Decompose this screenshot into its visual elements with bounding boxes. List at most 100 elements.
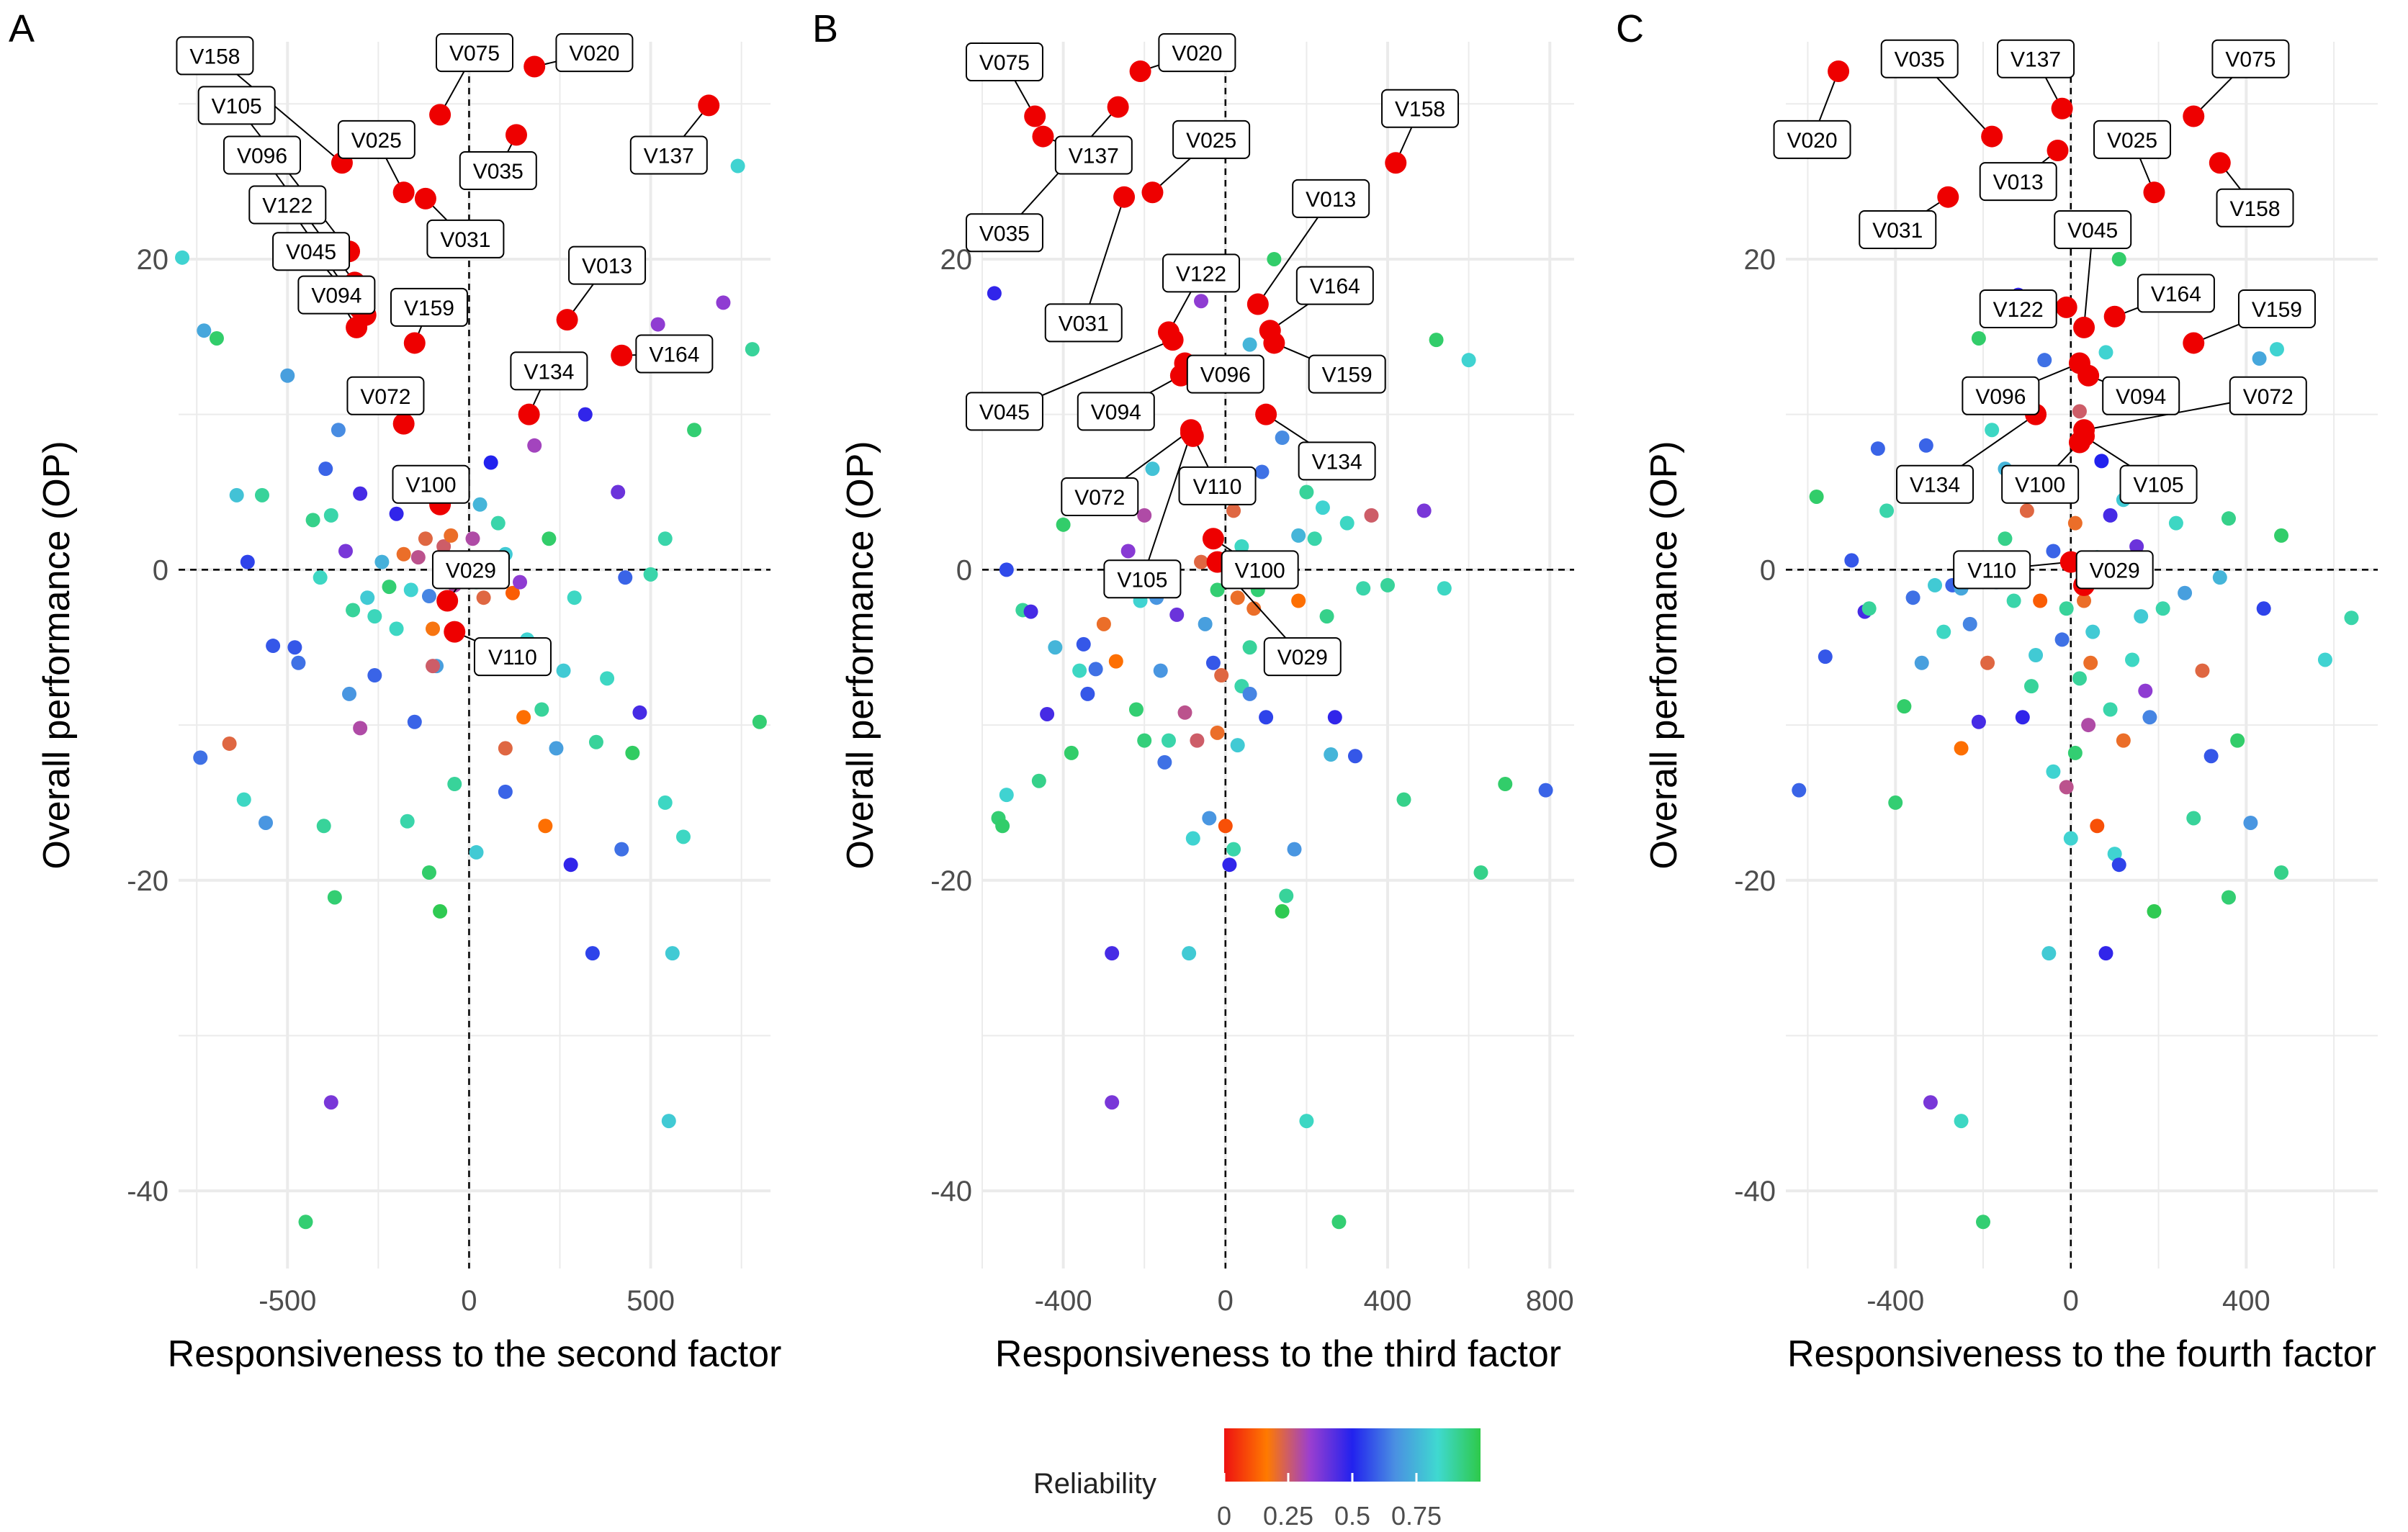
panel-b-point-label: V013 <box>1306 188 1356 212</box>
panel-b-x-axis-title: Responsiveness to the third factor <box>995 1333 1561 1375</box>
panel-a-data-point <box>542 531 557 546</box>
panel-a-data-point <box>632 705 647 720</box>
panel-b-data-point <box>1222 857 1237 873</box>
panel-b-x-tick-label: 0 <box>1218 1285 1234 1317</box>
panel-b-x-tick-label: -400 <box>1035 1285 1092 1317</box>
panel-b-data-point <box>1108 654 1123 669</box>
panel-b-data-point <box>1275 904 1290 919</box>
panel-a-data-point <box>421 865 436 880</box>
panel-a-data-point <box>588 734 603 749</box>
panel-c-data-point <box>1985 423 2000 438</box>
panel-c-data-point <box>2274 865 2289 880</box>
panel-a-point-label: V122 <box>262 194 313 217</box>
panel-c-data-point <box>2243 815 2258 830</box>
panel-a-point-label: V100 <box>405 474 456 497</box>
panel-a-data-point <box>465 531 480 546</box>
panel-c-label-box <box>1979 289 2057 328</box>
panel-c-data-point <box>2269 342 2284 357</box>
panel-a-data-point <box>382 580 397 595</box>
panel-c-data-point <box>2116 733 2131 748</box>
panel-c-label-box <box>2001 464 2080 504</box>
panel-a-data-point <box>469 844 484 860</box>
panel-a-highlight-point <box>403 332 426 354</box>
panel-c-data-point <box>2098 946 2113 961</box>
panel-a: A -500 0 500 20 0 -20 -40 Responsiveness to the … <box>9 7 781 1375</box>
panel-a-letter: A <box>9 7 35 50</box>
panel-a-data-point <box>175 250 190 265</box>
panel-b-highlight-point <box>1162 329 1184 351</box>
panel-a-data-point <box>367 668 382 683</box>
panel-c-highlight-point <box>2051 97 2073 120</box>
panel-b-point-label: V031 <box>1059 312 1109 335</box>
panel-c-data-point <box>2054 632 2070 647</box>
panel-a-data-point <box>447 777 462 792</box>
panel-c-letter: C <box>1616 7 1644 50</box>
panel-c-data-point <box>1923 1095 1938 1110</box>
panel-c-label-box <box>2216 188 2294 227</box>
panel-b-data-point <box>1267 251 1282 266</box>
panel-a-data-point <box>323 1095 338 1110</box>
panel-b-label-box <box>1221 550 1299 590</box>
panel-c-data-point <box>2317 652 2332 667</box>
panel-a-highlight-point <box>392 181 415 204</box>
panel-c-point-label: V035 <box>1895 48 1945 72</box>
panel-a-y-tick-label: -20 <box>127 865 169 897</box>
panel-b-data-point <box>1429 333 1444 348</box>
panel-b-data-point <box>1356 581 1371 596</box>
panel-b-data-point <box>1498 777 1513 792</box>
panel-b-data-point <box>1327 710 1342 725</box>
panel-c-data-point <box>2344 610 2359 626</box>
panel-b-leader-line <box>1082 197 1126 323</box>
panel-c-data-point <box>2155 601 2170 616</box>
panel-c-data-point <box>2041 946 2057 961</box>
panel-c-data-point <box>2059 780 2074 795</box>
panel-b-highlight-point <box>1113 186 1136 208</box>
panel-a-label-box <box>346 376 425 415</box>
panel-c-data-point <box>2142 710 2157 725</box>
panel-a-data-point <box>657 531 673 546</box>
panel-b-data-point <box>1279 888 1294 904</box>
panel-c-data-point <box>1954 741 1969 756</box>
panel-c-highlight-point <box>1981 125 2003 148</box>
panel-a-point-label: V013 <box>582 255 632 279</box>
panel-b-point-label: V035 <box>979 222 1030 245</box>
panel-c-data-point <box>1962 616 1977 631</box>
panel-c-data-point <box>2274 528 2289 543</box>
panel-c-data-point <box>2111 251 2126 266</box>
panel-a-data-point <box>400 814 415 829</box>
panel-b-data-point <box>1023 604 1038 619</box>
panel-b-data-point <box>1226 842 1241 857</box>
panel-c-data-point <box>2195 663 2210 678</box>
panel-a-label-box <box>337 120 415 159</box>
panel-b-point-label: V134 <box>1312 450 1362 474</box>
panel-a-data-point <box>421 589 436 604</box>
panel-a-data-point <box>316 819 331 834</box>
panel-a-data-point <box>389 506 404 521</box>
panel-c-data-point <box>2147 904 2162 919</box>
panel-c-point-label: V045 <box>2067 219 2118 243</box>
panel-c-label-box <box>1773 120 1851 159</box>
panel-c-data-point <box>2081 718 2096 733</box>
panel-c-highlight-point <box>2073 425 2095 447</box>
panel-b-label-box <box>1077 392 1155 431</box>
panel-b-data-point <box>1194 554 1209 569</box>
panel-b-highlight-point <box>1385 152 1407 174</box>
panel-c-data-point <box>2077 593 2092 608</box>
panel-c-data-point <box>1914 655 1929 670</box>
panel-a-label-box <box>568 245 647 285</box>
panel-a-data-point <box>298 1215 313 1230</box>
panel-b-highlight-point <box>1129 60 1151 82</box>
panel-c-x-tick-label: 400 <box>2222 1285 2270 1317</box>
panel-a-label-box <box>629 135 708 175</box>
panel-a-highlight-point <box>518 403 540 425</box>
panel-a-data-point <box>687 423 702 438</box>
panel-c-point-label: V164 <box>2151 282 2201 306</box>
panel-c-data-point <box>1809 489 1824 504</box>
panel-a-label-box <box>392 464 470 504</box>
panel-c-y-tick-label: -20 <box>1734 865 1776 897</box>
panel-a-data-point <box>513 574 528 590</box>
panel-a-data-point <box>323 508 338 523</box>
panel-b-data-point <box>1137 733 1152 748</box>
panel-b-data-point <box>1396 792 1411 807</box>
panel-c-point-label: V158 <box>2229 197 2280 221</box>
